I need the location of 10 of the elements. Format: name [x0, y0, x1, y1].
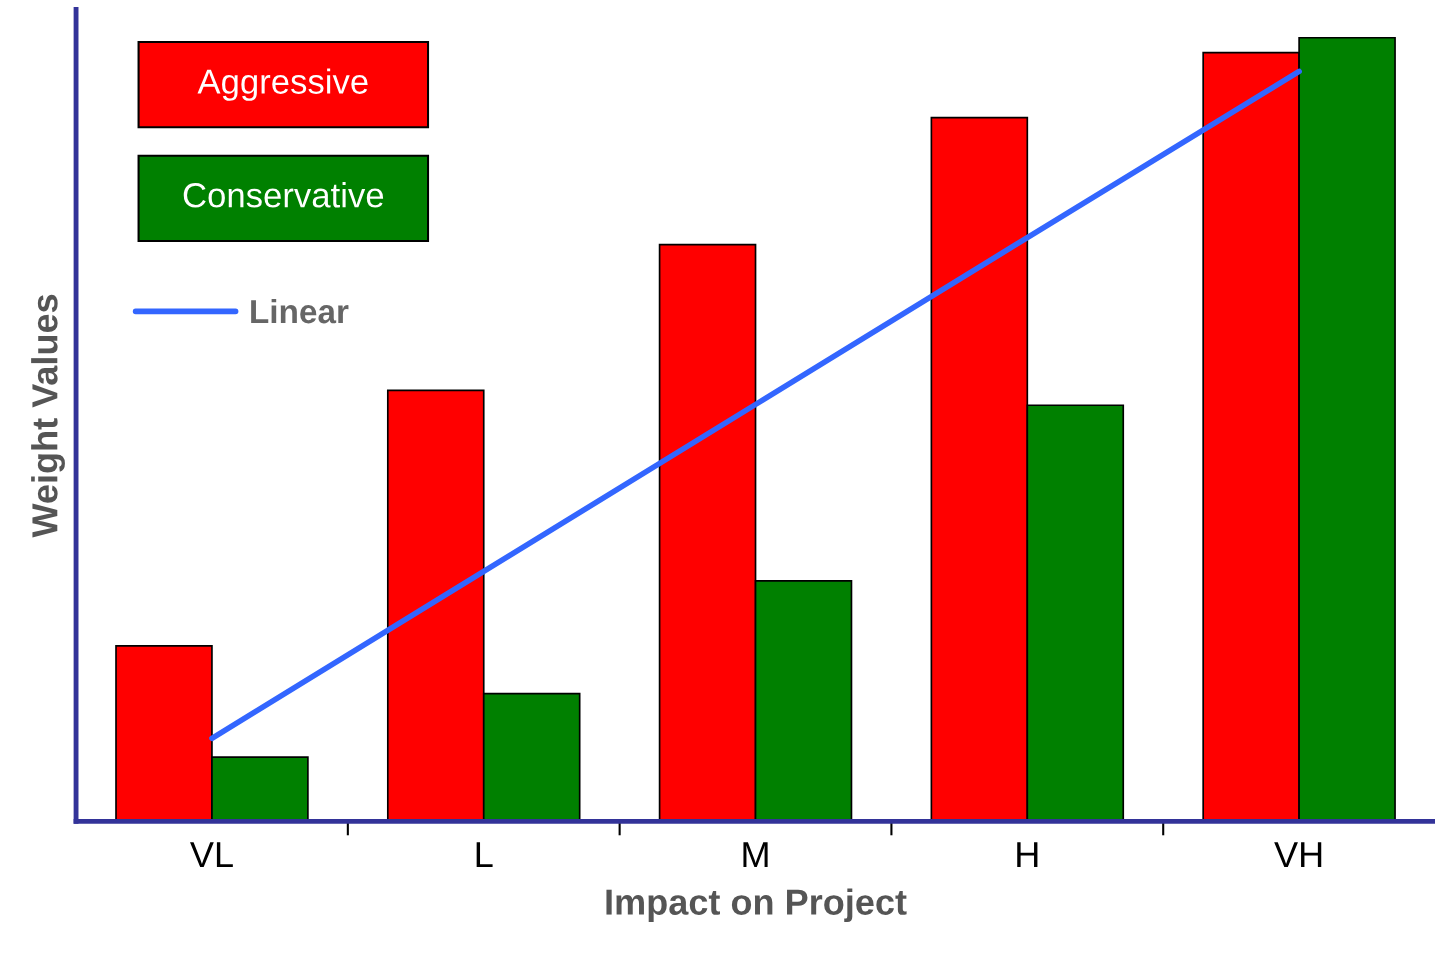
x-tick-label: L — [476, 842, 493, 868]
x-tick-label: VH — [1274, 842, 1322, 868]
x-tick-label: M — [743, 842, 768, 868]
legend-label: Linear — [251, 298, 349, 324]
x-tick-label: H — [1017, 842, 1038, 868]
y-axis-title: Weight Values — [31, 294, 65, 538]
x-tick-label: VL — [190, 842, 233, 868]
x-axis-title: Impact on Project — [606, 888, 907, 923]
text: Aggressive — [197, 68, 368, 101]
text: Conservative — [183, 182, 384, 208]
